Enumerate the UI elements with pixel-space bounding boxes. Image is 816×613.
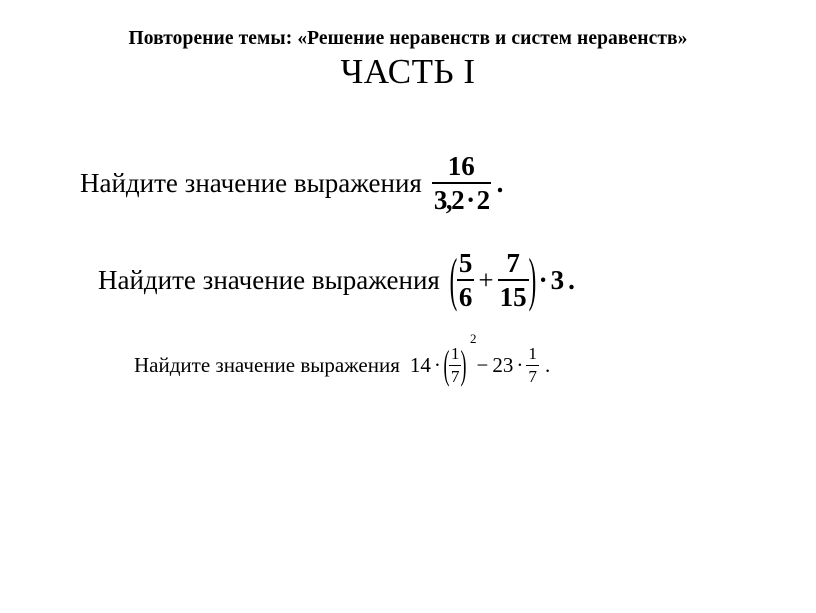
plus-op: +	[478, 265, 493, 296]
dot-op: ·	[434, 353, 441, 378]
paren-group: ( 5 6 + 7 15 )	[450, 249, 536, 312]
task-prompt: Найдите значение выражения	[80, 168, 422, 199]
coefficient-a: 14	[410, 353, 431, 378]
numerator: 16	[446, 152, 477, 182]
period: .	[545, 353, 550, 378]
numerator: 5	[457, 249, 475, 279]
task-2-expression: ( 5 6 + 7 15 ) · 3 .	[450, 249, 575, 312]
denominator: 3,2·2	[432, 182, 491, 214]
task-3-expression: 14 · ( 1 7 ) 2 − 23 · 1 7 .	[410, 345, 550, 386]
paren-group: ( 1 7 ) 2	[444, 345, 467, 386]
coefficient-b: 23	[492, 353, 513, 378]
numerator: 1	[526, 345, 539, 365]
minus-op: −	[476, 353, 488, 378]
rparen: )	[528, 246, 536, 314]
task-prompt: Найдите значение выражения	[98, 265, 440, 296]
task-1-expression: 16 3,2·2 .	[432, 152, 504, 215]
rparen: )	[461, 342, 467, 390]
dot-op: ·	[466, 185, 474, 215]
denominator: 6	[457, 279, 475, 311]
fraction: 1 7	[526, 345, 539, 386]
den-left: 3,2	[434, 185, 463, 215]
period: .	[497, 168, 504, 199]
task-prompt: Найдите значение выражения	[134, 353, 400, 378]
dot-op: ·	[516, 353, 523, 378]
part-heading: ЧАСТЬ I	[40, 52, 776, 92]
multiplier: 3	[551, 265, 565, 296]
task-1: Найдите значение выражения 16 3,2·2 .	[40, 152, 776, 215]
numerator: 7	[504, 249, 522, 279]
denominator: 15	[498, 279, 529, 311]
period: .	[568, 265, 575, 296]
lparen: (	[443, 342, 449, 390]
topic-heading: Повторение темы: «Решение неравенств и с…	[40, 28, 776, 50]
lparen: (	[450, 246, 458, 314]
fraction: 7 15	[498, 249, 529, 312]
task-2: Найдите значение выражения ( 5 6 + 7 15 …	[40, 249, 776, 312]
fraction: 5 6	[457, 249, 475, 312]
fraction: 16 3,2·2	[432, 152, 491, 215]
den-right: 2	[477, 185, 489, 215]
denominator: 7	[526, 365, 539, 386]
exponent: 2	[470, 331, 477, 347]
page: Повторение темы: «Решение неравенств и с…	[0, 0, 816, 387]
task-3: Найдите значение выражения 14 · ( 1 7 ) …	[40, 345, 776, 386]
dot-op: ·	[539, 265, 548, 296]
